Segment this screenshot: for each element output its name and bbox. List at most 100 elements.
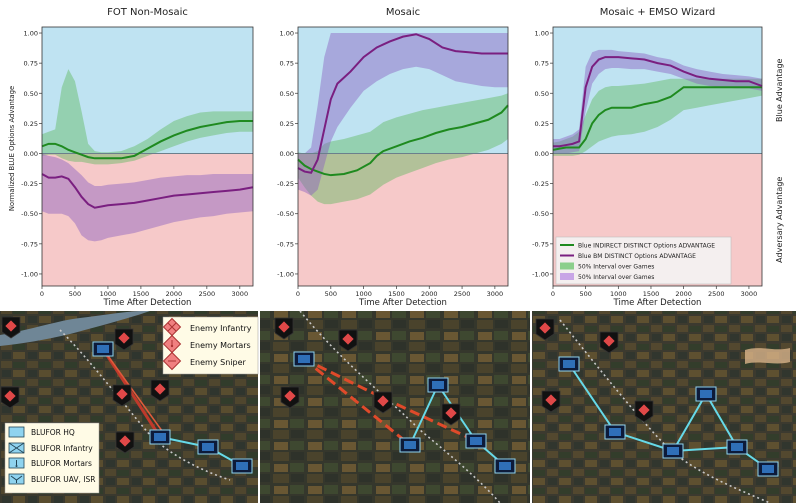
- right-label-adversary: Adversary Advantage: [775, 177, 784, 263]
- blufor-unit-icon: [149, 429, 171, 445]
- chart-mosaic-emso: 1.00 0.75 0.50 0.25 0.00 -0.25 -0.50 -0.75 -1.00…: [532, 7, 784, 308]
- enemy-unit-icon: [1, 316, 21, 339]
- y-tick-label: 0.25: [535, 120, 549, 128]
- adversary-advantage-region: [42, 153, 253, 286]
- y-tick-label: 0.25: [280, 120, 294, 128]
- legend-enemy-mortars: Enemy Mortars: [190, 341, 251, 350]
- x-tick-label: 2000: [421, 290, 438, 298]
- blufor-hq-icon: [8, 426, 25, 438]
- interval-band-indirect: [298, 93, 508, 205]
- diamond-icon: [278, 321, 290, 333]
- x-tick-label: 2500: [454, 290, 471, 298]
- y-tick-label: -0.25: [532, 180, 549, 188]
- blufor-unit-icon: [662, 443, 684, 459]
- link-red: [101, 348, 162, 438]
- diamond-icon: [284, 390, 296, 402]
- x-axis-label: Time After Detection: [358, 298, 447, 308]
- enemy-unit-icon: [338, 329, 358, 352]
- enemy-unit-icon: [280, 386, 300, 409]
- blue-advantage-region: [298, 27, 508, 154]
- interval-band-bm: [553, 49, 762, 154]
- x-tick-label: 1000: [355, 290, 372, 298]
- y-tick-label: -0.75: [277, 240, 294, 248]
- map-mosaic: [260, 310, 530, 503]
- legend-blufor-infantry: BLUFOR Infantry: [31, 444, 93, 453]
- y-tick-label: -1.00: [532, 270, 549, 278]
- enemy-unit-icon: [274, 317, 294, 340]
- map-terrain: [532, 311, 796, 503]
- enemy-unit-icon: [114, 328, 134, 351]
- blufor-unit-icon: [726, 439, 748, 455]
- y-tick-label: -1.00: [277, 270, 294, 278]
- enemy-unit-icon: [541, 390, 561, 413]
- y-tick-label: 1.00: [535, 30, 549, 38]
- x-tick-label: 500: [69, 290, 81, 298]
- blufor-core-icon: [762, 465, 774, 473]
- diamond-icon: [545, 394, 557, 406]
- blufor-uav-icon: [8, 473, 25, 485]
- diamond-icon: [445, 407, 457, 419]
- blufor-core-icon: [432, 381, 444, 389]
- blufor-unit-icon: [494, 458, 516, 474]
- blufor-unit-icon: [197, 439, 219, 455]
- chart-title: Mosaic + EMSO Wizard: [600, 7, 716, 18]
- blufor-core-icon: [236, 462, 248, 470]
- axes-frame: [297, 26, 509, 287]
- x-tick-label: 1500: [388, 290, 405, 298]
- link-red: [303, 357, 411, 447]
- legend-label: 50% Interval over Games: [578, 274, 654, 281]
- series-line-bm: [553, 56, 763, 148]
- unit-symbols: [0, 311, 779, 503]
- blufor-unit-icon: [465, 433, 487, 449]
- diamond-icon: [638, 404, 650, 416]
- interval-band-indirect: [42, 69, 253, 165]
- x-tick-label: 3000: [487, 290, 504, 298]
- series-line-bm: [41, 173, 254, 209]
- blufor-core-icon: [97, 345, 109, 353]
- legend-swatch: [560, 273, 574, 280]
- x-axis-label: Time After Detection: [103, 298, 192, 308]
- x-tick-label: 0: [551, 290, 555, 298]
- x-tick-label: 0: [296, 290, 300, 298]
- y-tick-label: 0.75: [24, 60, 38, 68]
- y-tick-label: -0.75: [532, 240, 549, 248]
- link-red: [102, 348, 166, 436]
- x-tick-label: 1000: [610, 290, 627, 298]
- series-line-bm: [297, 33, 508, 174]
- blufor-unit-icon: [231, 458, 253, 474]
- x-tick-label: 2500: [708, 290, 725, 298]
- y-tick-label: -0.25: [21, 180, 38, 188]
- blufor-core-icon: [563, 360, 575, 368]
- enemy-unit-icon: [441, 403, 461, 426]
- y-tick-label: -0.50: [532, 210, 549, 218]
- y-tick-label: -0.50: [277, 210, 294, 218]
- x-tick-label: 1500: [133, 290, 150, 298]
- y-tick-label: 0.50: [280, 90, 294, 98]
- y-axis-label: Normalized BLUE Options Advantage: [8, 86, 16, 211]
- blufor-core-icon: [202, 443, 214, 451]
- series-line-indirect: [41, 119, 253, 160]
- chart-title: FOT Non-Mosaic: [107, 7, 188, 18]
- x-tick-label: 0: [40, 290, 44, 298]
- blue-advantage-region: [42, 27, 253, 154]
- enemy-infantry-icon: [162, 317, 182, 337]
- x-tick-label: 2500: [199, 290, 216, 298]
- x-tick-label: 500: [579, 290, 591, 298]
- diamond-icon: [603, 335, 615, 347]
- blufor-core-icon: [499, 462, 511, 470]
- x-tick-label: 500: [325, 290, 337, 298]
- x-tick-label: 2000: [675, 290, 692, 298]
- map-shade: [532, 311, 796, 503]
- chart-mosaic: 1.00 0.75 0.50 0.25 0.00 -0.25 -0.50 -0.75 -1.00…: [277, 7, 509, 308]
- x-tick-label: 1500: [643, 290, 660, 298]
- enemy-mortars-icon: [162, 334, 182, 354]
- enemy-unit-icon: [115, 431, 135, 454]
- y-tick-label: 0.50: [24, 90, 38, 98]
- blufor-mortars-icon: [8, 457, 25, 469]
- diamond-icon: [342, 333, 354, 345]
- link-cyan: [409, 384, 439, 446]
- diamond-icon: [154, 383, 166, 395]
- y-tick-label: 0.75: [280, 60, 294, 68]
- y-tick-label: 0.00: [535, 150, 549, 158]
